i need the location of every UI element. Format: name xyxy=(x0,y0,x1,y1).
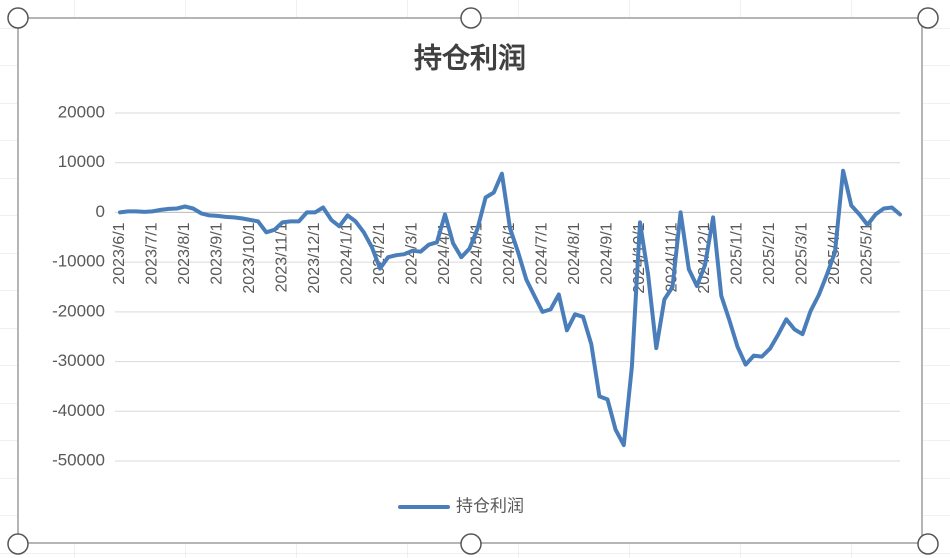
x-tick-label: 2023/11/1 xyxy=(274,222,291,292)
y-tick-label: 20000 xyxy=(58,102,105,121)
y-tick-label: -40000 xyxy=(52,401,105,420)
x-tick-label: 2023/7/1 xyxy=(144,222,161,284)
x-tick-label: 2023/12/1 xyxy=(306,222,323,293)
x-tick-label: 2024/4/1 xyxy=(436,222,453,284)
y-tick-label: 10000 xyxy=(58,152,105,171)
x-tick-label: 2023/8/1 xyxy=(176,222,193,284)
x-tick-label: 2024/2/1 xyxy=(371,222,388,284)
resize-handle[interactable] xyxy=(460,7,482,29)
legend-label: 持仓利润 xyxy=(456,496,524,515)
resize-handle[interactable] xyxy=(917,7,939,29)
x-tick-label: 2025/3/1 xyxy=(794,222,811,284)
x-tick-label: 2025/2/1 xyxy=(761,222,778,284)
chart-title: 持仓利润 xyxy=(414,41,526,73)
x-tick-label: 2024/1/1 xyxy=(339,222,356,284)
chart: -50000 -40000 -30000 -20000 -10000 0 10000 2000… xyxy=(52,102,902,469)
y-tick-label: -30000 xyxy=(52,351,105,370)
x-tick-label: 2025/5/1 xyxy=(859,222,876,284)
x-tick-label: 2023/9/1 xyxy=(209,222,226,284)
x-tick-label: 2024/8/1 xyxy=(566,222,583,284)
resize-handle[interactable] xyxy=(917,533,939,555)
x-tick-label: 2023/10/1 xyxy=(241,222,258,293)
x-tick-label: 2023/6/1 xyxy=(111,222,128,284)
resize-handle[interactable] xyxy=(460,533,482,555)
y-tick-label: -10000 xyxy=(52,252,105,271)
x-tick-label: 2024/7/1 xyxy=(534,222,551,284)
x-tick-label: 2024/9/1 xyxy=(599,222,616,284)
series-line xyxy=(118,168,902,448)
x-tick-label: 2024/3/1 xyxy=(404,222,421,284)
resize-handle[interactable] xyxy=(7,533,29,555)
y-tick-label: -20000 xyxy=(52,301,105,320)
x-tick-label: 2025/1/1 xyxy=(729,222,746,284)
selection-handles xyxy=(7,7,939,555)
y-tick-label: -50000 xyxy=(52,450,105,469)
resize-handle[interactable] xyxy=(7,7,29,29)
chart-frame[interactable] xyxy=(17,17,923,544)
y-tick-label: 0 xyxy=(96,202,105,221)
